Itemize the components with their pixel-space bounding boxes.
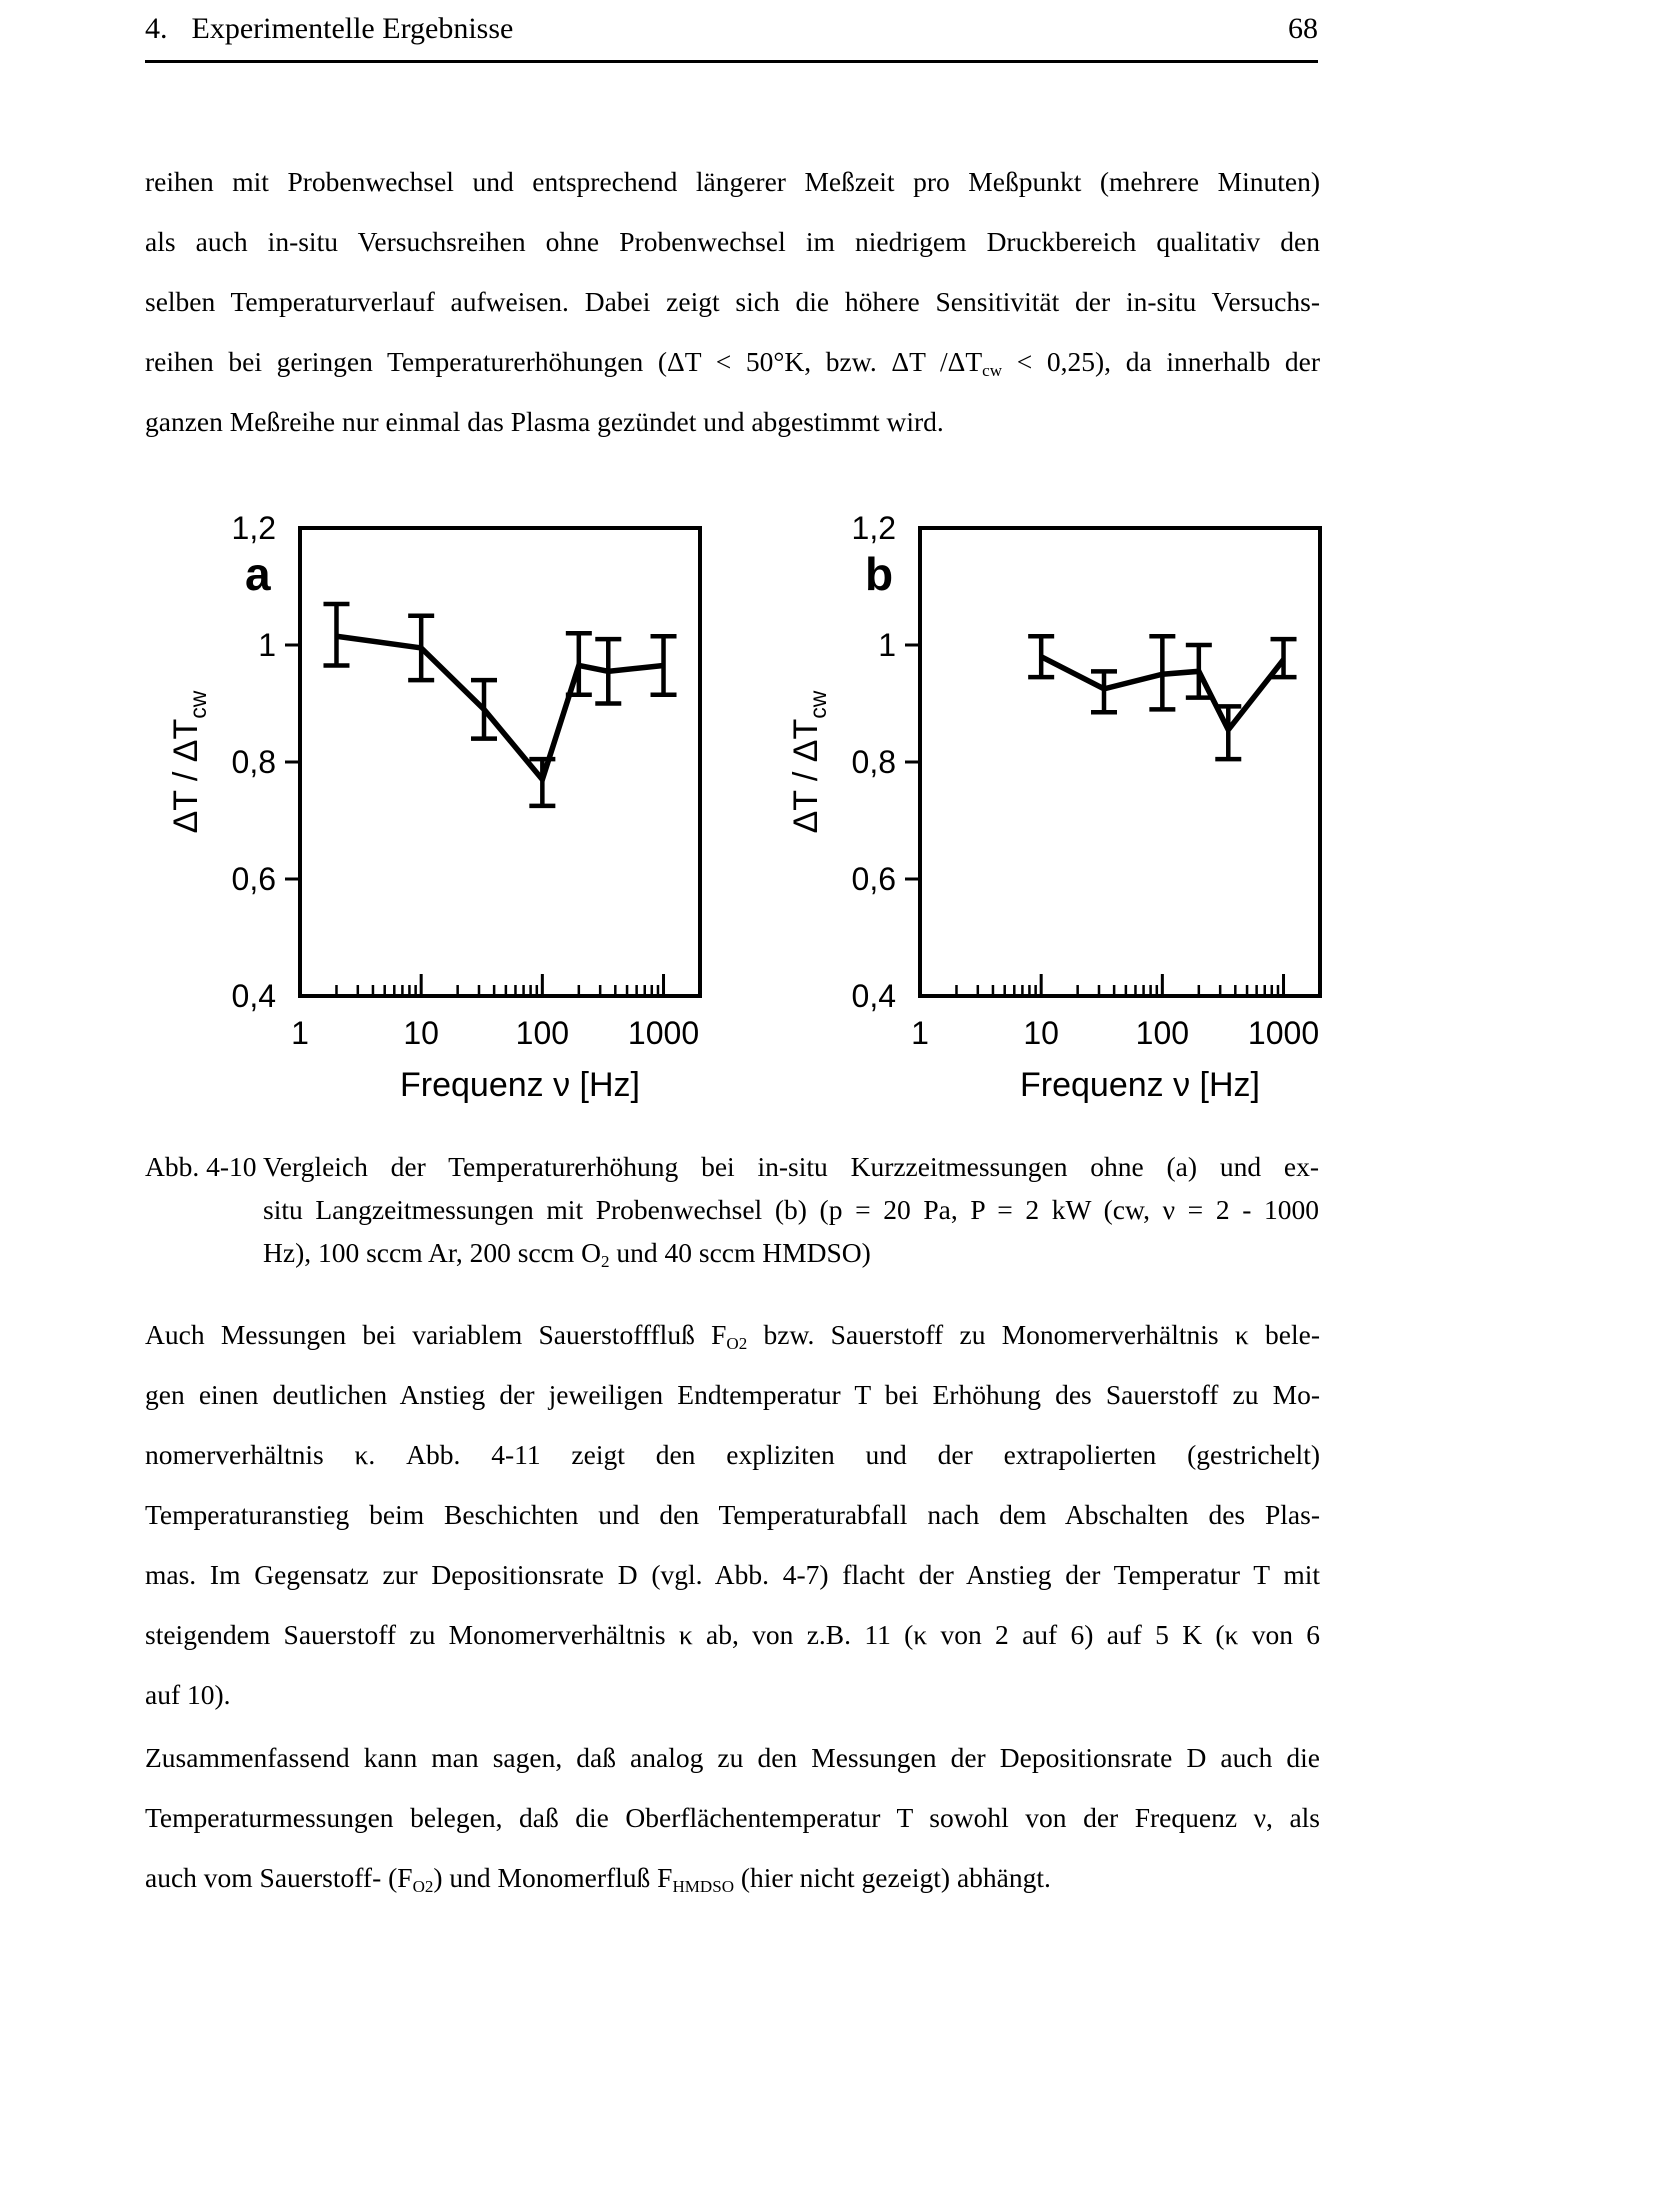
panel-letter: a <box>245 548 271 600</box>
text-run: < 0,25), da innerhalb der <box>1002 346 1320 377</box>
x-axis-title: Frequenz ν [Hz] <box>400 1066 640 1104</box>
figure-caption-label: Abb. 4-10 <box>145 1151 257 1182</box>
section-title: Experimentelle Ergebnisse <box>191 12 514 45</box>
text-line: mas. Im Gegensatz zur Depositionsrate D … <box>145 1545 1320 1605</box>
text-line: Vergleich der Temperaturerhöhung bei in-… <box>263 1145 1319 1188</box>
y-tick-label: 1,2 <box>852 510 896 546</box>
text-run: situ Langzeitmessungen mit Probenwechsel… <box>263 1194 1319 1225</box>
x-tick-label: 10 <box>403 1015 439 1051</box>
paragraph-intro: reihen mit Probenwechsel und entsprechen… <box>145 152 1320 452</box>
text-run: als auch in-situ Versuchsreihen ohne Pro… <box>145 226 1320 257</box>
text-line: selben Temperaturverlauf aufweisen. Dabe… <box>145 272 1320 332</box>
panel-letter: b <box>865 548 893 600</box>
plot-frame <box>918 526 1322 998</box>
page-header: 4. Experimentelle Ergebnisse 68 <box>145 10 1318 48</box>
text-line: als auch in-situ Versuchsreihen ohne Pro… <box>145 212 1320 272</box>
paragraph-summary: Zusammenfassend kann man sagen, daß anal… <box>145 1728 1320 1908</box>
x-tick-label: 100 <box>516 1015 569 1051</box>
x-axis-title: Frequenz ν [Hz] <box>1020 1066 1260 1104</box>
text-run: nomerverhältnis κ. Abb. 4-11 zeigt den e… <box>145 1439 1320 1470</box>
text-run: auf 10). <box>145 1679 231 1710</box>
y-tick-label: 0,4 <box>232 978 276 1014</box>
text-run: Temperaturmessungen belegen, daß die Obe… <box>145 1802 1320 1833</box>
text-line: Hz), 100 sccm Ar, 200 sccm O2 und 40 scc… <box>263 1231 1319 1274</box>
text-line: ganzen Meßreihe nur einmal das Plasma ge… <box>145 392 1320 452</box>
text-line: Temperaturanstieg beim Beschichten und d… <box>145 1485 1320 1545</box>
subscript: cw <box>982 360 1003 380</box>
text-run: ganzen Meßreihe nur einmal das Plasma ge… <box>145 406 944 437</box>
text-run: und 40 sccm HMDSO) <box>609 1237 871 1268</box>
text-run: Temperaturanstieg beim Beschichten und d… <box>145 1499 1320 1530</box>
x-tick-label: 1000 <box>628 1015 699 1051</box>
y-tick-label: 0,8 <box>852 744 896 780</box>
text-line: Auch Messungen bei variablem Sauerstofff… <box>145 1305 1320 1365</box>
text-run: bzw. Sauerstoff zu Monomerverhältnis κ b… <box>747 1319 1320 1350</box>
subscript: O2 <box>726 1333 748 1353</box>
section-heading: 4. Experimentelle Ergebnisse <box>145 10 513 48</box>
text-run: reihen mit Probenwechsel und entsprechen… <box>145 166 1320 197</box>
x-tick-label: 100 <box>1136 1015 1189 1051</box>
text-line: auch vom Sauerstoff- (FO2) und Monomerfl… <box>145 1848 1320 1908</box>
x-tick-label: 10 <box>1023 1015 1059 1051</box>
page-number: 68 <box>1288 12 1318 45</box>
plot-frame <box>298 526 702 998</box>
text-run: Hz), 100 sccm Ar, 200 sccm O <box>263 1237 601 1268</box>
x-tick-label: 1 <box>291 1015 309 1051</box>
text-line: auf 10). <box>145 1665 1320 1725</box>
x-tick-label: 1000 <box>1248 1015 1319 1051</box>
y-tick-label: 1 <box>258 627 276 663</box>
text-run: reihen bei geringen Temperaturerhöhungen… <box>145 346 983 377</box>
header-rule <box>145 60 1318 63</box>
text-line: situ Langzeitmessungen mit Probenwechsel… <box>263 1188 1319 1231</box>
text-run: Auch Messungen bei variablem Sauerstofff… <box>145 1319 727 1350</box>
text-run: auch vom Sauerstoff- (F <box>145 1862 413 1893</box>
y-tick-label: 0,6 <box>232 861 276 897</box>
y-axis-title: ΔT / ΔTcw <box>167 690 211 833</box>
figure-caption-text: Vergleich der Temperaturerhöhung bei in-… <box>263 1145 1319 1274</box>
chart-b: 0,4 0,6 0,8 1 1,2 1 10 100 1000 Frequenz ν [Hz] ΔT… <box>787 510 1322 1104</box>
text-run: steigendem Sauerstoff zu Monomerverhältn… <box>145 1619 1320 1650</box>
text-line: gen einen deutlichen Anstieg der jeweili… <box>145 1365 1320 1425</box>
figure-caption: Abb. 4-10 Vergleich der Temperaturerhöhu… <box>145 1145 1320 1274</box>
y-tick-label: 1 <box>878 627 896 663</box>
text-line: nomerverhältnis κ. Abb. 4-11 zeigt den e… <box>145 1425 1320 1485</box>
text-run: Vergleich der Temperaturerhöhung bei in-… <box>263 1151 1319 1182</box>
text-line: reihen bei geringen Temperaturerhöhungen… <box>145 332 1320 392</box>
section-number: 4. <box>145 12 168 45</box>
text-run: gen einen deutlichen Anstieg der jeweili… <box>145 1379 1320 1410</box>
y-tick-label: 0,4 <box>852 978 896 1014</box>
subscript: HMDSO <box>672 1876 734 1896</box>
text-run: (hier nicht gezeigt) abhängt. <box>734 1862 1051 1893</box>
text-line: reihen mit Probenwechsel und entsprechen… <box>145 152 1320 212</box>
y-tick-label: 1,2 <box>232 510 276 546</box>
y-tick-label: 0,6 <box>852 861 896 897</box>
subscript: O2 <box>412 1876 434 1896</box>
text-run: Zusammenfassend kann man sagen, daß anal… <box>145 1742 1320 1773</box>
paragraph-oxygen-flow: Auch Messungen bei variablem Sauerstofff… <box>145 1305 1320 1725</box>
data-line <box>336 633 664 786</box>
y-axis-title: ΔT / ΔTcw <box>787 690 831 833</box>
text-line: Zusammenfassend kann man sagen, daß anal… <box>145 1728 1320 1788</box>
text-line: steigendem Sauerstoff zu Monomerverhältn… <box>145 1605 1320 1665</box>
x-tick-label: 1 <box>911 1015 929 1051</box>
text-line: Temperaturmessungen belegen, daß die Obe… <box>145 1788 1320 1848</box>
data-line <box>1039 654 1286 735</box>
y-tick-label: 0,8 <box>232 744 276 780</box>
subscript: 2 <box>601 1251 610 1271</box>
chart-a: 0,4 0,6 0,8 1 1,2 1 10 100 1000 Frequenz ν [Hz] ΔT… <box>167 510 702 1104</box>
text-run: selben Temperaturverlauf aufweisen. Dabe… <box>145 286 1320 317</box>
text-run: mas. Im Gegensatz zur Depositionsrate D … <box>145 1559 1320 1590</box>
text-run: ) und Monomerfluß F <box>433 1862 673 1893</box>
